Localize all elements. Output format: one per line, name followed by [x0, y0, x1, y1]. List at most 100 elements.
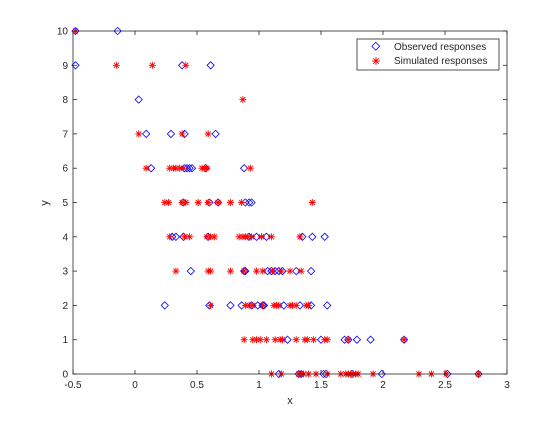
simulated-point: [292, 301, 300, 309]
y-tick-label: 7: [62, 129, 68, 140]
x-tick-label: 1: [256, 380, 262, 391]
x-tick-label: 0: [132, 380, 138, 391]
simulated-point: [249, 301, 257, 309]
simulated-point: [178, 130, 186, 138]
observed-point: [113, 26, 122, 36]
simulated-point: [226, 199, 234, 206]
simulated-point: [172, 267, 180, 275]
observed-point: [226, 301, 235, 310]
observed-point: [134, 95, 143, 104]
simulated-point: [181, 233, 189, 241]
simulated-point: [256, 336, 264, 344]
simulated-point: [179, 164, 187, 172]
y-tick-label: 4: [62, 232, 68, 243]
simulated-point: [344, 336, 352, 344]
y-tick-label: 3: [62, 267, 68, 278]
simulated-point: [204, 199, 212, 206]
simulated-point: [112, 61, 120, 69]
simulated-point: [164, 199, 172, 206]
y-tick-label: 1: [62, 335, 68, 346]
observed-point: [252, 232, 261, 241]
simulated-point: [400, 336, 408, 344]
y-tick-label: 6: [62, 164, 68, 175]
observed-point: [323, 301, 332, 310]
y-tick-label: 10: [57, 27, 69, 38]
observed-point: [283, 335, 292, 344]
simulated-point: [240, 336, 248, 344]
simulated-point: [182, 199, 190, 206]
simulated-point: [214, 199, 222, 206]
simulated-point: [286, 267, 294, 275]
simulated-point: [267, 233, 275, 241]
x-tick-label: -0.5: [64, 380, 82, 391]
observed-point: [474, 369, 483, 379]
y-tick-label: 9: [62, 61, 68, 72]
observed-point: [71, 26, 80, 36]
simulated-point: [240, 267, 248, 275]
legend-label-observed: Observed responses: [394, 42, 486, 53]
plot-box: [72, 30, 508, 375]
simulated-point: [207, 267, 215, 275]
x-tick-label: 1.5: [314, 380, 328, 391]
observed-point: [306, 266, 316, 276]
observed-point: [146, 164, 156, 173]
simulated-point: [246, 164, 254, 172]
simulated-point: [292, 336, 300, 344]
observed-point: [213, 198, 223, 207]
observed-point: [239, 164, 249, 173]
observed-point: [344, 335, 353, 344]
observed-point: [279, 301, 288, 310]
simulated-point: [262, 336, 270, 344]
observed-point: [187, 164, 197, 173]
simulated-point: [248, 233, 256, 241]
simulated-point: [308, 199, 316, 206]
simulated-point: [277, 267, 285, 275]
observed-point: [263, 266, 272, 276]
y-tick-label: 2: [62, 301, 68, 312]
simulated-series: [71, 27, 482, 378]
observed-point: [366, 335, 375, 344]
x-tick-label: 2: [380, 380, 386, 391]
legend: Observed responses Simulated responses: [356, 38, 500, 71]
simulated-point: [257, 233, 265, 241]
observed-point: [377, 369, 386, 379]
observed-point: [211, 129, 220, 139]
observed-point: [352, 335, 362, 344]
legend-marker-simulated: [372, 57, 380, 65]
simulated-point: [296, 233, 304, 241]
observed-point: [166, 129, 176, 139]
simulated-point: [259, 301, 267, 309]
simulated-point: [148, 61, 156, 69]
simulated-point: [142, 164, 150, 172]
x-axis-label: x: [287, 395, 293, 407]
legend-marker-observed: [371, 41, 381, 51]
simulated-point: [269, 267, 277, 275]
observed-point: [239, 266, 249, 276]
observed-point: [171, 232, 181, 241]
plot-area: [73, 31, 507, 374]
observed-point: [292, 266, 301, 276]
simulated-point: [275, 301, 283, 309]
y-tick-label: 8: [62, 95, 68, 106]
observed-point: [186, 266, 195, 276]
simulated-point: [297, 267, 305, 275]
observed-point: [206, 61, 215, 70]
simulated-point: [253, 267, 261, 275]
simulated-point: [259, 267, 267, 275]
observed-point: [141, 129, 151, 139]
simulated-point: [207, 301, 215, 309]
observed-point: [320, 232, 329, 241]
simulated-point: [166, 233, 174, 241]
simulated-point: [323, 336, 331, 344]
y-tick-label: 0: [62, 370, 68, 381]
simulated-point: [186, 233, 194, 241]
observed-point: [244, 198, 254, 207]
simulated-point: [305, 301, 313, 309]
x-tick-label: 0.5: [190, 380, 204, 391]
y-axis-label: y: [39, 200, 51, 206]
simulated-point: [279, 336, 287, 344]
x-tick-label: 3: [504, 380, 510, 391]
legend-label-simulated: Simulated responses: [394, 56, 487, 67]
